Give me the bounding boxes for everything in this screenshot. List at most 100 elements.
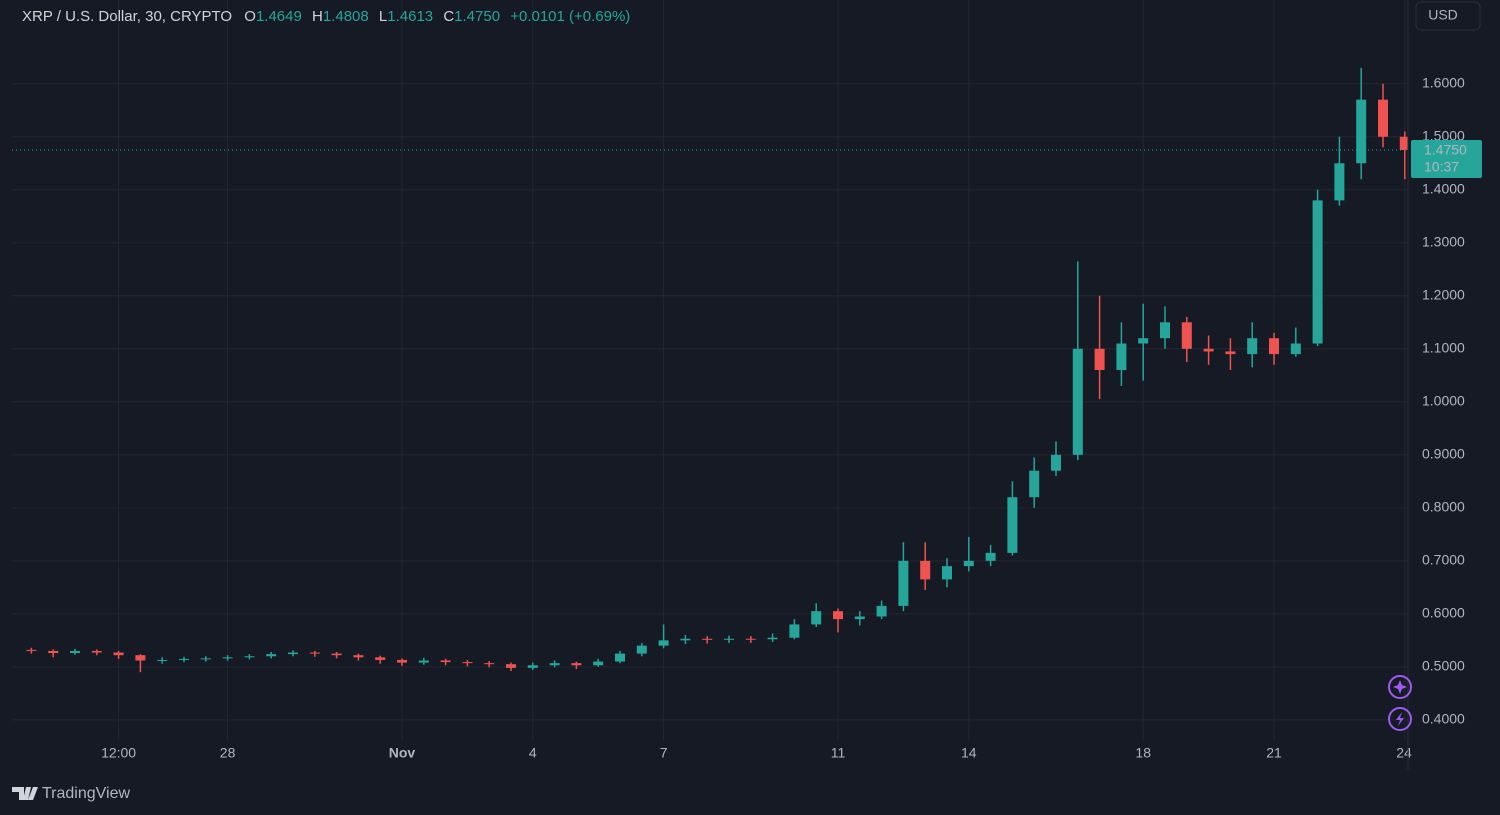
x-tick-label: 4 — [529, 745, 537, 761]
candle-body — [1290, 343, 1301, 355]
legend-value: 1.4808 — [323, 8, 369, 25]
candle-body — [593, 661, 604, 666]
candle-body — [375, 657, 386, 660]
candle-body — [484, 663, 495, 665]
x-tick-label: 24 — [1396, 745, 1412, 761]
candle-body — [91, 650, 102, 653]
candle-body — [527, 665, 538, 668]
candle-body — [811, 611, 822, 625]
currency[interactable]: USD — [1428, 7, 1458, 23]
x-tick-label: 11 — [831, 745, 846, 761]
candle-body — [985, 552, 996, 561]
icon-glyph — [1393, 680, 1407, 694]
candle-body — [920, 560, 931, 580]
legend-value: 1.4750 — [454, 8, 500, 25]
y-tick-label: 0.7000 — [1422, 552, 1465, 568]
y-tick-label: 0.4000 — [1422, 711, 1465, 727]
axes: 0.4000 0.5000 0.6000 0.7000 0.8000 0.9000 1.00… — [12, 0, 1482, 770]
candle-body — [767, 637, 778, 640]
y-tick-label: 1.2000 — [1422, 286, 1465, 302]
candle-body — [353, 655, 364, 658]
candle-body — [1356, 99, 1367, 164]
candle-body — [418, 660, 429, 663]
candle-body — [571, 663, 582, 666]
candle-body — [702, 638, 713, 640]
candle-body — [1247, 338, 1258, 355]
branding: TradingView — [12, 785, 130, 802]
candle-body — [658, 640, 669, 646]
candle-body — [1029, 470, 1040, 498]
candle-body — [113, 652, 124, 656]
candle-body — [724, 638, 734, 640]
candle-body — [680, 638, 691, 641]
candle-body — [1072, 348, 1083, 455]
y-tick-label: 0.6000 — [1422, 605, 1465, 621]
legend-value: 1.4613 — [387, 8, 433, 25]
y-tick-label: 1.5000 — [1422, 127, 1465, 143]
candle-body — [1116, 343, 1127, 370]
candles — [26, 67, 1408, 673]
last-price-label: 1.4750 — [1424, 142, 1467, 158]
candle-body — [1225, 351, 1236, 355]
candle-body — [157, 659, 168, 661]
legend-label: H — [312, 8, 323, 25]
x-tick-label: 7 — [660, 745, 668, 761]
x-tick-label: 28 — [220, 745, 236, 761]
legend-label: O — [244, 8, 256, 25]
candle-body — [833, 611, 843, 620]
legend-label: C — [443, 8, 454, 25]
legend: XRP / U.S. Dollar, 30, CRYPTO O1.4649 H1… — [22, 8, 630, 25]
candle-body — [636, 645, 647, 654]
x-tick-label: 18 — [1135, 745, 1151, 761]
candle-body — [1160, 322, 1170, 339]
candle-body — [506, 664, 516, 668]
candle-body — [288, 652, 298, 655]
y-tick-label: 1.6000 — [1422, 74, 1465, 90]
candle-body — [1399, 136, 1408, 151]
icon-glyph — [1396, 712, 1404, 726]
candle-body — [135, 655, 146, 661]
y-tick-label: 0.8000 — [1422, 499, 1465, 515]
icon[interactable] — [1388, 707, 1412, 731]
y-tick-label: 1.3000 — [1422, 233, 1465, 249]
candle-body — [1269, 338, 1279, 355]
y-tick-label: 1.4000 — [1422, 180, 1465, 196]
candle-body — [1181, 322, 1192, 349]
candle-body — [1203, 348, 1214, 352]
legend-label: L — [379, 8, 387, 25]
grid — [12, 0, 1408, 740]
candle-body — [222, 657, 233, 659]
legend-value: 1.4649 — [256, 8, 302, 25]
candle-body — [331, 653, 342, 656]
candle-body — [1334, 163, 1345, 201]
candle-body — [789, 624, 800, 638]
x-tick-label: Nov — [389, 745, 416, 761]
countdown: 10:37 — [1424, 159, 1459, 175]
legend-change: +0.0101 (+0.69%) — [510, 8, 630, 25]
logo-mark — [12, 787, 38, 800]
candle-body — [397, 659, 407, 663]
candle-body — [898, 560, 909, 606]
y-tick-label: 1.0000 — [1422, 393, 1465, 409]
x-tick-label: 14 — [961, 745, 977, 761]
y-tick-label: 0.5000 — [1422, 658, 1465, 674]
candle-body — [876, 605, 887, 617]
candle-body — [1007, 497, 1018, 553]
indicator-icons — [1388, 675, 1412, 731]
y-tick-label: 0.9000 — [1422, 446, 1465, 462]
candle-body — [1051, 454, 1061, 471]
candle-body — [1378, 99, 1388, 137]
candle-body — [200, 658, 211, 660]
currency-button[interactable] — [1415, 1, 1481, 31]
logo-text[interactable]: TradingView — [42, 785, 130, 802]
icon[interactable] — [1388, 675, 1412, 699]
candle-body — [179, 658, 189, 660]
last-price-box — [1411, 140, 1482, 179]
candle-body — [26, 649, 37, 651]
candle-body — [1138, 338, 1149, 344]
candle-body — [70, 650, 80, 654]
candle-body — [440, 660, 451, 663]
candle-body — [1312, 200, 1323, 344]
